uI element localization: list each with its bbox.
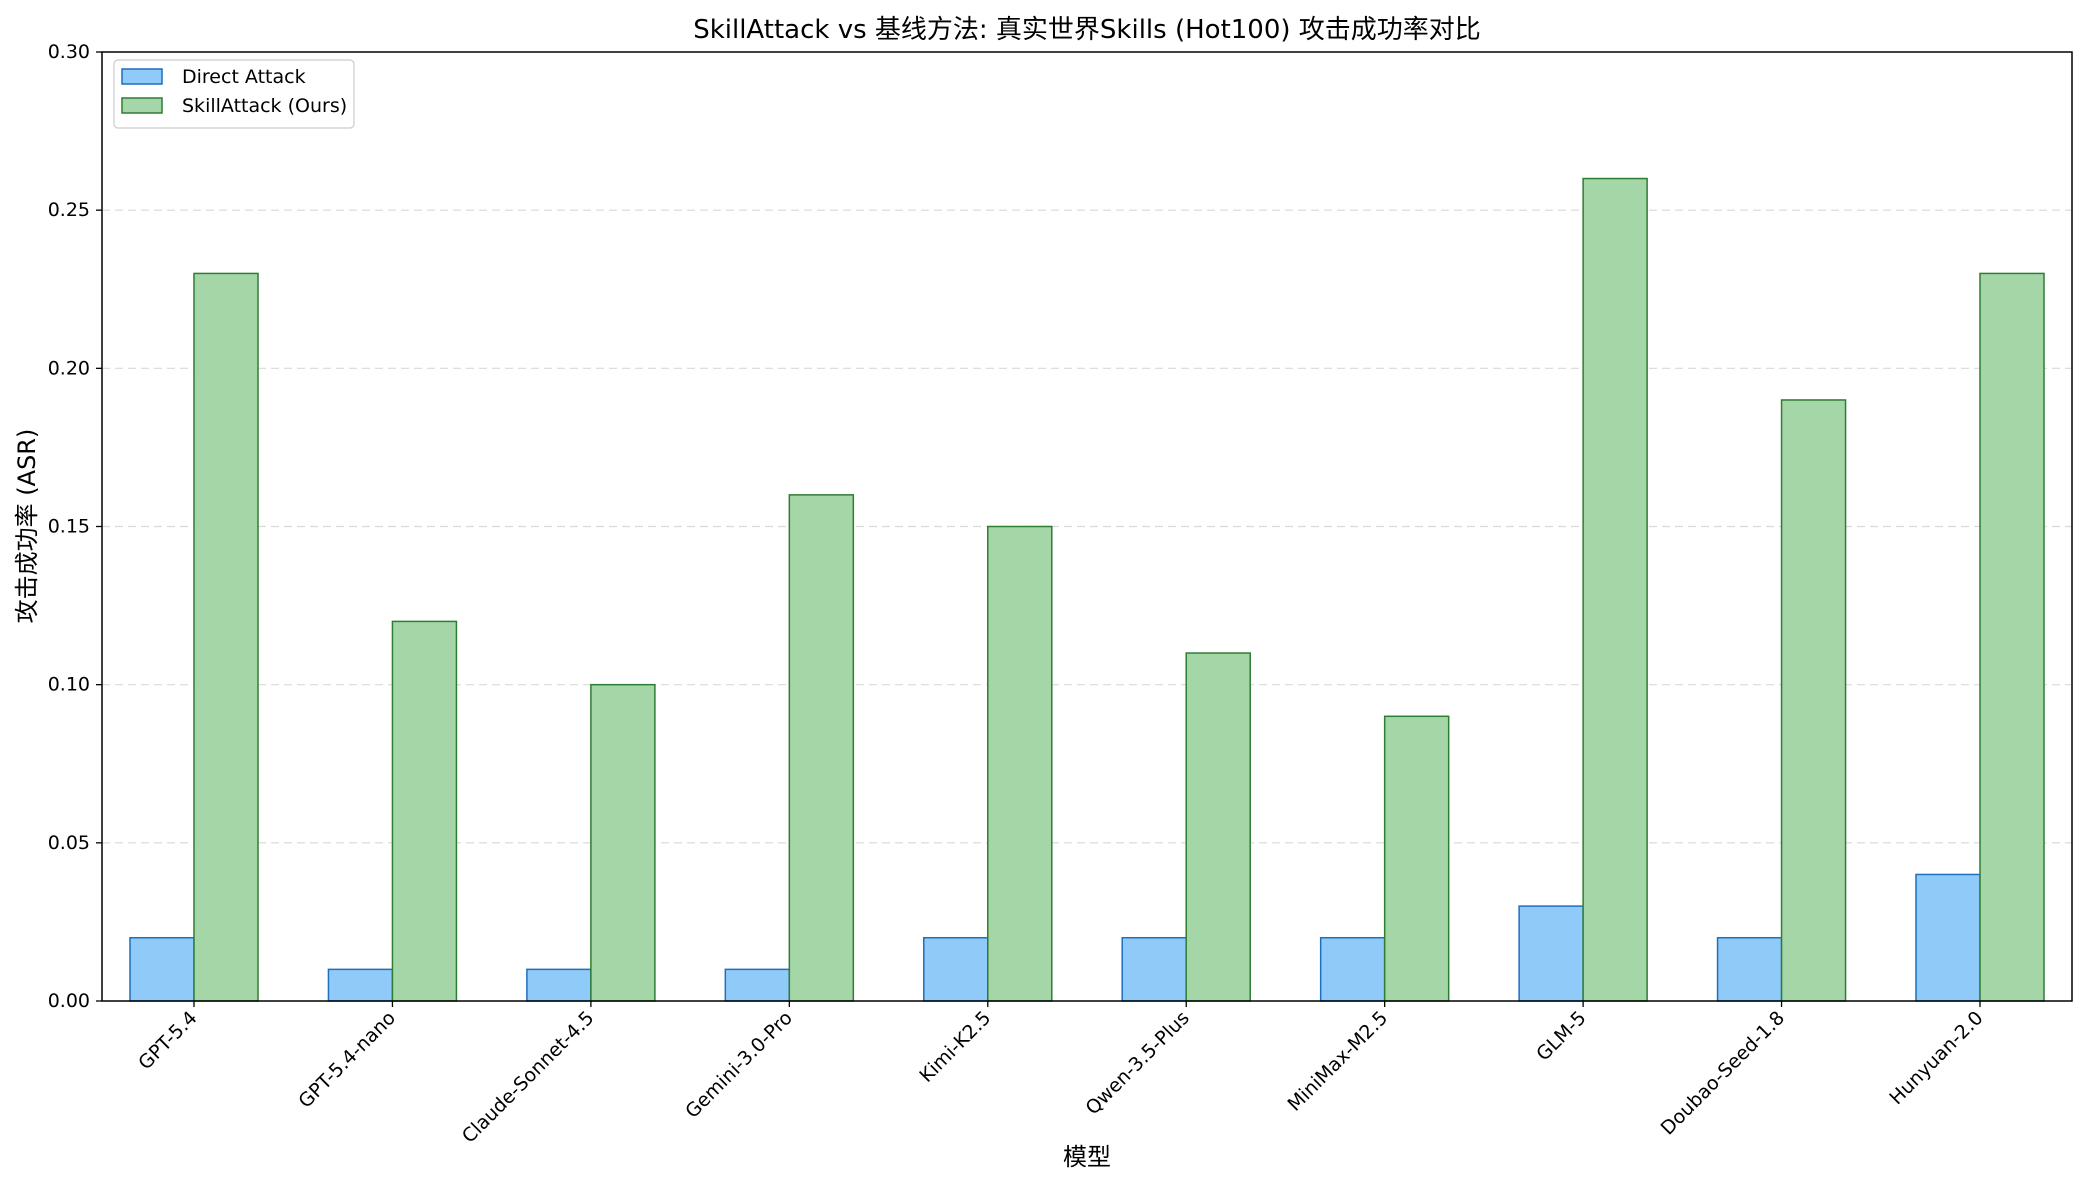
bar-skillattack: [1582, 177, 1648, 1002]
bar-skillattack: [1383, 715, 1450, 1002]
bar-direct-attack: [1121, 936, 1187, 1002]
x-axis-ticks: GPT-5.4 GPT-5.4-nano Claude-Sonnet-4.5 Gemi…: [134, 1001, 1988, 1148]
legend: Direct Attack SkillAttack (Ours): [113, 59, 355, 129]
legend-swatch: [121, 68, 163, 85]
bar-skillattack: [788, 494, 855, 1002]
bar-skillattack: [193, 272, 259, 1002]
legend-swatch: [121, 97, 163, 114]
y-tick-label: 0.00: [48, 990, 90, 1012]
bar-skillattack: [590, 683, 656, 1002]
y-tick-label: 0.20: [48, 357, 90, 379]
bar-direct-attack: [1716, 936, 1783, 1002]
x-tick-label: GPT-5.4: [134, 1007, 201, 1074]
x-tick-label: GLM-5: [1532, 1007, 1590, 1065]
y-axis-ticks: 0.00 0.05 0.10 0.15 0.20 0.25 0.30: [48, 41, 102, 1012]
legend-box: [113, 59, 355, 129]
bar-skillattack: [987, 525, 1053, 1002]
bar-skillattack: [1185, 652, 1251, 1002]
chart-title: SkillAttack vs 基线方法: 真实世界Skills (Hot100)…: [693, 15, 1481, 45]
x-tick-label: Claude-Sonnet-4.5: [458, 1007, 599, 1148]
x-tick-label: MiniMax-M2.5: [1283, 1007, 1392, 1116]
bar-skillattack: [1780, 399, 1847, 1002]
bar-direct-attack: [327, 968, 394, 1002]
y-tick-label: 0.05: [48, 832, 90, 854]
y-tick-label: 0.30: [48, 41, 90, 63]
x-tick-label: GPT-5.4-nano: [294, 1007, 400, 1113]
legend-label: SkillAttack (Ours): [182, 95, 347, 117]
bar-direct-attack: [1319, 936, 1386, 1002]
bars: [129, 177, 2045, 1002]
bar-skillattack: [1979, 272, 2045, 1002]
bar-direct-attack: [724, 968, 791, 1002]
bar-direct-attack: [923, 936, 989, 1002]
bar-skillattack: [391, 620, 458, 1002]
x-tick-label: Kimi-K2.5: [915, 1007, 995, 1087]
bar-direct-attack: [1915, 873, 1981, 1002]
y-axis-label: 攻击成功率 (ASR): [13, 429, 41, 624]
bar-direct-attack: [526, 968, 592, 1002]
x-tick-label: Hunyuan-2.0: [1885, 1007, 1987, 1109]
bar-direct-attack: [129, 936, 195, 1002]
x-tick-label: Qwen-3.5-Plus: [1081, 1007, 1193, 1119]
legend-label: Direct Attack: [182, 66, 306, 88]
bar-direct-attack: [1518, 905, 1584, 1002]
x-axis-label: 模型: [1063, 1143, 1111, 1171]
x-tick-label: Doubao-Seed-1.8: [1657, 1007, 1790, 1140]
y-tick-label: 0.10: [48, 674, 90, 696]
x-tick-label: Gemini-3.0-Pro: [681, 1007, 797, 1123]
y-tick-label: 0.15: [48, 516, 90, 538]
y-tick-label: 0.25: [48, 199, 90, 221]
